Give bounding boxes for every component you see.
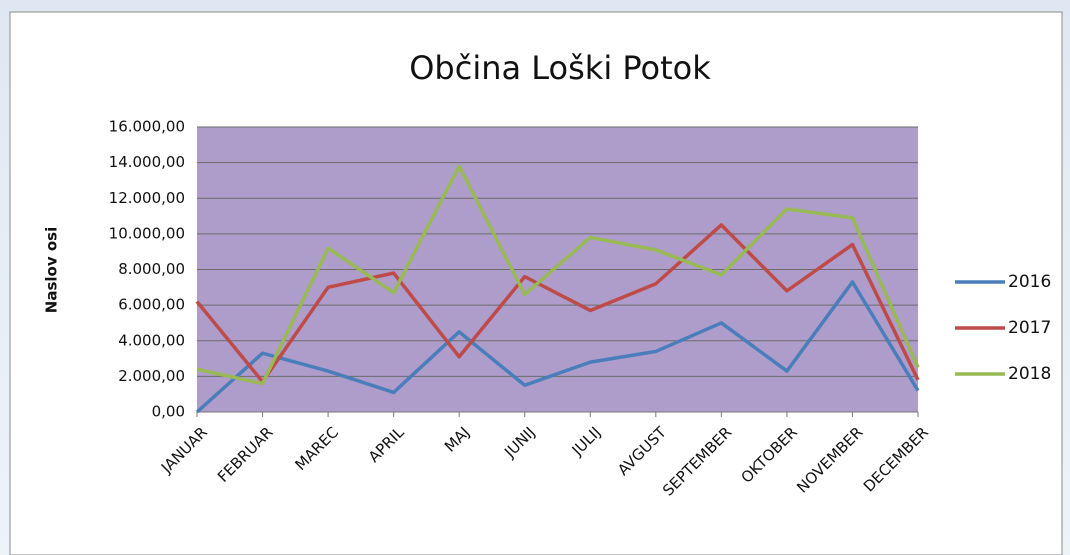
y-tick-label: 10.000,00 — [109, 224, 185, 242]
y-tick-label: 4.000,00 — [118, 331, 185, 349]
y-axis-label: Naslov osi — [43, 227, 61, 313]
series-line — [196, 164, 920, 386]
legend-label: 2018 — [1008, 364, 1051, 384]
legend-label: 2017 — [1008, 318, 1051, 338]
series-line — [195, 280, 920, 414]
y-tick-label: 0,00 — [152, 403, 185, 421]
y-tick-label: 2.000,00 — [118, 367, 185, 385]
legend-label: 2016 — [1008, 272, 1051, 292]
y-tick-label: 14.000,00 — [109, 153, 185, 171]
y-tick-label: 12.000,00 — [109, 189, 185, 207]
y-tick-label: 6.000,00 — [118, 296, 185, 314]
chart-title: Občina Loški Potok — [409, 49, 711, 87]
series-line — [195, 223, 920, 384]
y-tick-label: 16.000,00 — [109, 118, 185, 136]
y-tick-label: 8.000,00 — [118, 260, 185, 278]
